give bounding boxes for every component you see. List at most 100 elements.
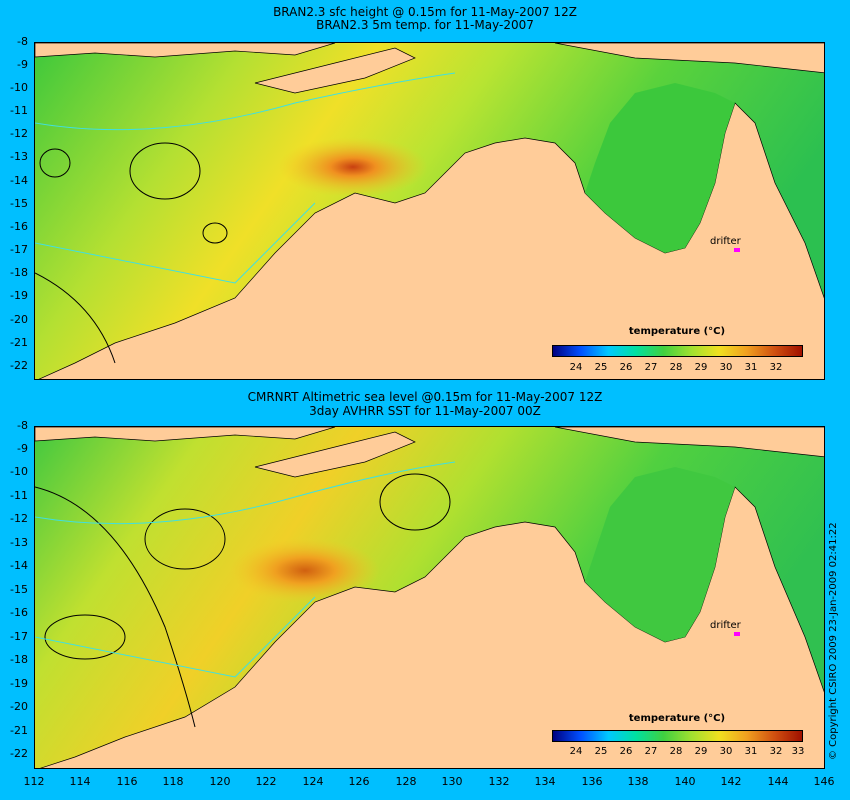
colorbar-top (552, 345, 803, 357)
y-tick-label: -15 (10, 583, 28, 596)
drifter-marker-top[interactable] (734, 248, 740, 252)
y-tick-label: -22 (10, 747, 28, 760)
colorbar-label: 29 (694, 746, 708, 757)
map-bottom-svg (35, 427, 824, 768)
x-tick-label: 130 (441, 775, 463, 788)
x-tick-label: 134 (534, 775, 556, 788)
y-tick-label: -13 (10, 536, 28, 549)
timor-islands (35, 43, 336, 58)
y-tick-label: -13 (10, 150, 28, 163)
map-top-svg (35, 43, 824, 379)
ssh-contour (35, 486, 196, 728)
sst-contour (35, 461, 456, 525)
colorbar-label: 28 (669, 746, 683, 757)
drifter-label-bottom: drifter (710, 620, 741, 631)
x-tick-label: 116 (116, 775, 138, 788)
y-tick-label: -20 (10, 313, 28, 326)
copyright-text: © Copyright CSIRO 2009 23-Jan-2009 02:41… (828, 522, 839, 760)
australia-land (40, 486, 824, 768)
australia-land (38, 102, 824, 379)
timor-islands (35, 427, 336, 442)
x-tick-label: 144 (767, 775, 789, 788)
y-tick-label: -10 (10, 81, 28, 94)
colorbar-label: 32 (769, 362, 783, 373)
panel2-title-line2: 3day AVHRR SST for 11-May-2007 00Z (309, 404, 541, 418)
ssh-contour (129, 142, 201, 200)
y-tick-label: -11 (10, 489, 28, 502)
ssh-contour (144, 508, 226, 570)
y-tick-label: -21 (10, 724, 28, 737)
colorbar-title-bottom: temperature (°C) (628, 713, 726, 724)
y-tick-label: -22 (10, 359, 28, 372)
x-tick-label: 142 (720, 775, 742, 788)
x-tick-label: 140 (674, 775, 696, 788)
y-tick-label: -19 (10, 289, 28, 302)
x-tick-label: 132 (488, 775, 510, 788)
y-tick-label: -17 (10, 243, 28, 256)
y-tick-label: -8 (17, 35, 28, 48)
y-tick-label: -16 (10, 220, 28, 233)
new-guinea (554, 43, 824, 74)
y-tick-label: -21 (10, 336, 28, 349)
colorbar-label: 30 (719, 362, 733, 373)
y-tick-label: -14 (10, 559, 28, 572)
map-panel-bottom[interactable] (34, 426, 825, 769)
sst-contour (35, 202, 316, 284)
new-guinea (554, 427, 824, 458)
colorbar-label: 32 (769, 746, 783, 757)
colorbar-label: 27 (644, 362, 658, 373)
colorbar-label: 26 (619, 746, 633, 757)
y-tick-label: -17 (10, 630, 28, 643)
ssh-contour (379, 473, 451, 531)
colorbar-label: 33 (791, 746, 805, 757)
sst-contour (35, 72, 456, 131)
ssh-contour (35, 272, 116, 364)
y-tick-label: -18 (10, 653, 28, 666)
drifter-label-top: drifter (710, 236, 741, 247)
timor-island (254, 47, 416, 94)
x-tick-label: 138 (627, 775, 649, 788)
panel1-title-line2: BRAN2.3 5m temp. for 11-May-2007 (316, 18, 534, 32)
ssh-contour (39, 148, 71, 178)
y-tick-label: -19 (10, 677, 28, 690)
colorbar-label: 25 (594, 362, 608, 373)
y-tick-label: -12 (10, 512, 28, 525)
y-tick-label: -9 (17, 442, 28, 455)
x-tick-label: 136 (581, 775, 603, 788)
ssh-contour (202, 222, 228, 244)
x-tick-label: 146 (813, 775, 835, 788)
colorbar-title-top: temperature (°C) (628, 326, 726, 337)
x-tick-label: 126 (348, 775, 370, 788)
y-tick-label: -16 (10, 606, 28, 619)
x-tick-label: 122 (255, 775, 277, 788)
colorbar-label: 29 (694, 362, 708, 373)
y-tick-label: -14 (10, 174, 28, 187)
y-tick-label: -15 (10, 197, 28, 210)
x-tick-label: 128 (395, 775, 417, 788)
sst-contour (35, 596, 316, 678)
gulf-of-carpentaria (585, 83, 735, 253)
ssh-contour (44, 614, 126, 660)
x-tick-label: 114 (69, 775, 91, 788)
colorbar-label: 24 (569, 362, 583, 373)
y-tick-label: -12 (10, 127, 28, 140)
colorbar-label: 30 (719, 746, 733, 757)
x-tick-label: 118 (162, 775, 184, 788)
x-tick-label: 120 (209, 775, 231, 788)
panel1-title-line1: BRAN2.3 sfc height @ 0.15m for 11-May-20… (273, 5, 577, 19)
gulf-of-carpentaria (585, 467, 735, 642)
colorbar-label: 31 (744, 362, 758, 373)
y-tick-label: -9 (17, 58, 28, 71)
timor-island (254, 431, 416, 478)
colorbar-label: 24 (569, 746, 583, 757)
colorbar-bottom (552, 730, 803, 742)
y-tick-label: -10 (10, 465, 28, 478)
y-tick-label: -20 (10, 700, 28, 713)
x-tick-label: 112 (23, 775, 45, 788)
panel2-title-line1: CMRNRT Altimetric sea level @0.15m for 1… (247, 390, 603, 404)
colorbar-label: 25 (594, 746, 608, 757)
y-tick-label: -18 (10, 266, 28, 279)
map-panel-top[interactable] (34, 42, 825, 380)
drifter-marker-bottom[interactable] (734, 632, 740, 636)
colorbar-label: 26 (619, 362, 633, 373)
